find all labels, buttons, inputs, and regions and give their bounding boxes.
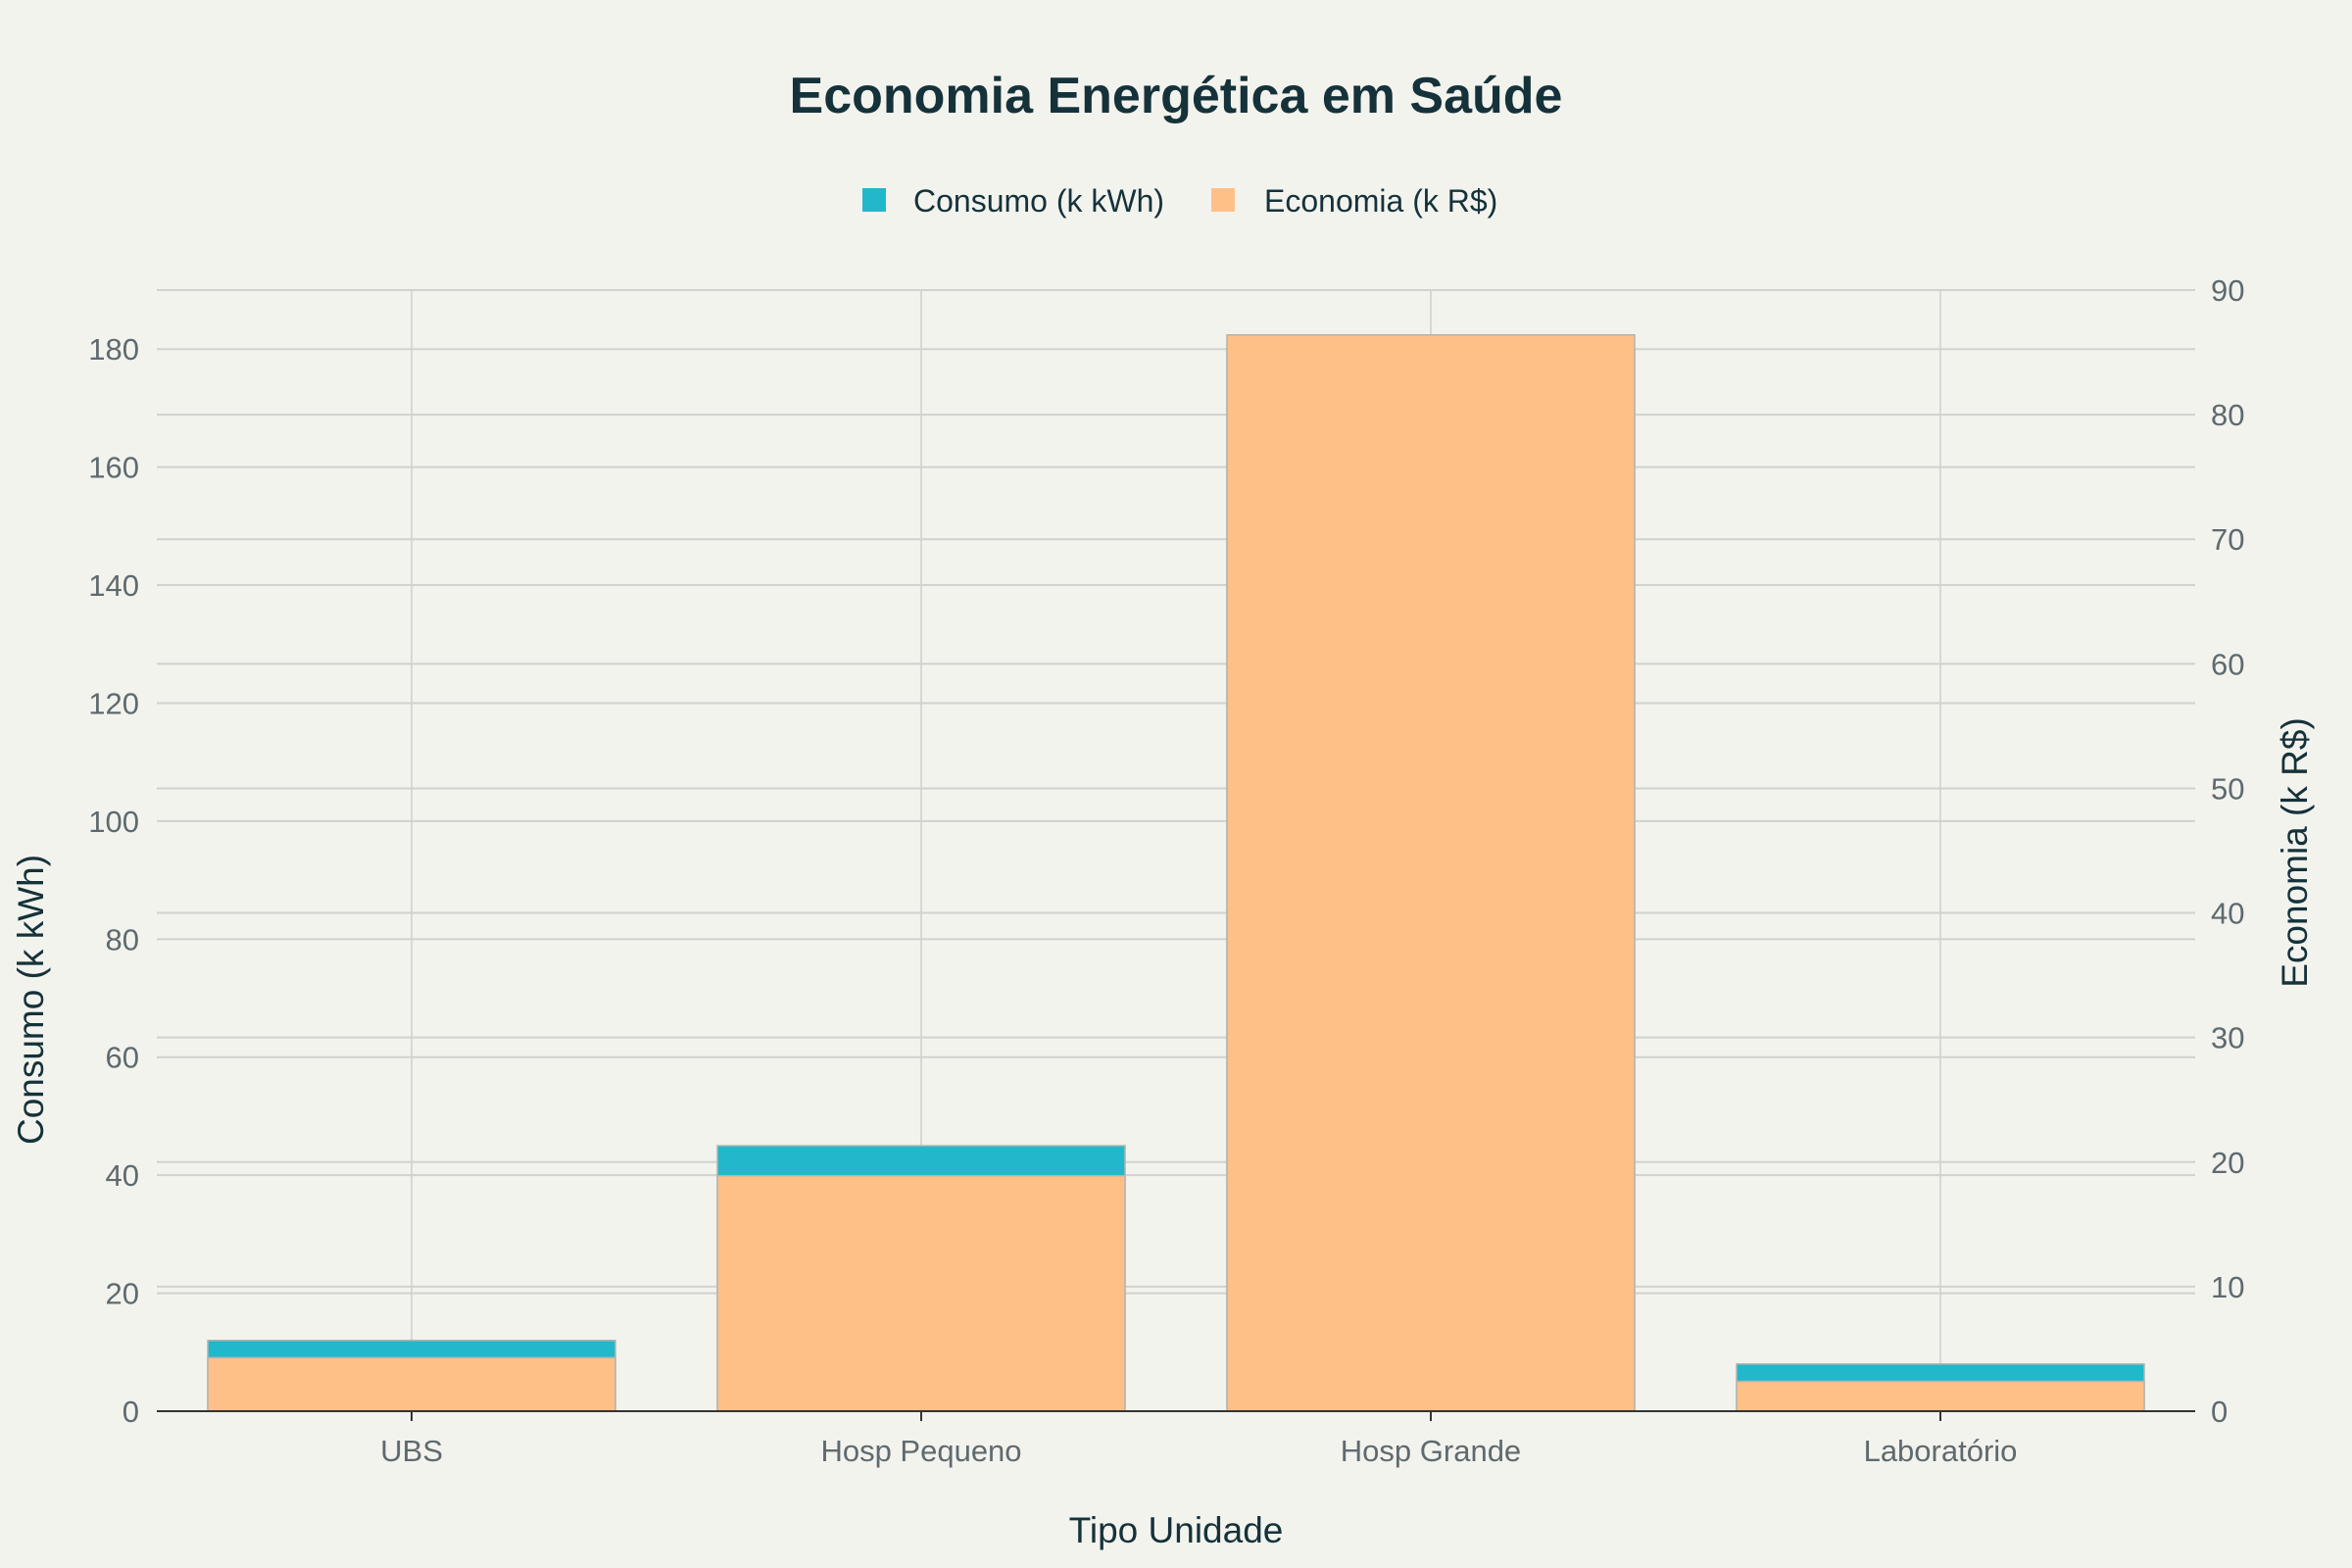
y-tick-label: 180	[88, 332, 139, 367]
y-tick-label: 140	[88, 568, 139, 603]
y-tick-label: 60	[106, 1041, 139, 1075]
y2-tick-label: 60	[2211, 647, 2244, 681]
y2-tick-label: 40	[2211, 897, 2244, 931]
x-tick-label: Laboratório	[1864, 1434, 2018, 1468]
y2-tick-label: 0	[2211, 1395, 2228, 1429]
x-tick-label: UBS	[380, 1434, 443, 1468]
y-tick-label: 120	[88, 686, 139, 720]
chart-title: Economia Energética em Saúde	[790, 68, 1563, 124]
legend: Consumo (k kWh) Economia (k R$)	[862, 183, 1497, 219]
x-tick-label: Hosp Grande	[1341, 1434, 1521, 1468]
y-tick-label: 40	[106, 1158, 139, 1193]
y-tick-label: 20	[106, 1277, 139, 1311]
y2-tick-label: 10	[2211, 1270, 2244, 1304]
y2-tick-label: 50	[2211, 771, 2244, 806]
y2-tick-label: 30	[2211, 1021, 2244, 1055]
bar-economia-1	[716, 1175, 1126, 1412]
legend-swatch-consumo	[862, 188, 886, 212]
y-tick-label: 0	[122, 1395, 139, 1429]
y2-axis-title: Economia (k R$)	[2275, 717, 2315, 988]
legend-label-economia: Economia (k R$)	[1264, 183, 1497, 219]
y2-tick-label: 80	[2211, 398, 2244, 432]
y-axis-title: Consumo (k kWh)	[11, 855, 51, 1145]
y-tick-label: 80	[106, 922, 139, 956]
y2-tick-label: 70	[2211, 522, 2244, 557]
x-axis-title: Tipo Unidade	[1069, 1510, 1284, 1550]
bars-layer	[207, 334, 2145, 1412]
bar-economia-2	[1226, 334, 1636, 1412]
grid-layer	[157, 289, 2195, 1411]
axes-layer: 0 20 40 60 80 100 120 140 160 180 0 10 20 30 40 50 60 70 8…	[88, 273, 2244, 1468]
bar-economia-3	[1736, 1380, 2145, 1412]
y-tick-label: 160	[88, 451, 139, 485]
y2-tick-label: 90	[2211, 273, 2244, 308]
x-tick-label: Hosp Pequeno	[820, 1434, 1021, 1468]
y2-tick-label: 20	[2211, 1146, 2244, 1180]
bar-economia-0	[207, 1356, 616, 1412]
legend-label-consumo: Consumo (k kWh)	[913, 183, 1164, 219]
legend-swatch-economia	[1211, 188, 1235, 212]
y-tick-label: 100	[88, 805, 139, 839]
